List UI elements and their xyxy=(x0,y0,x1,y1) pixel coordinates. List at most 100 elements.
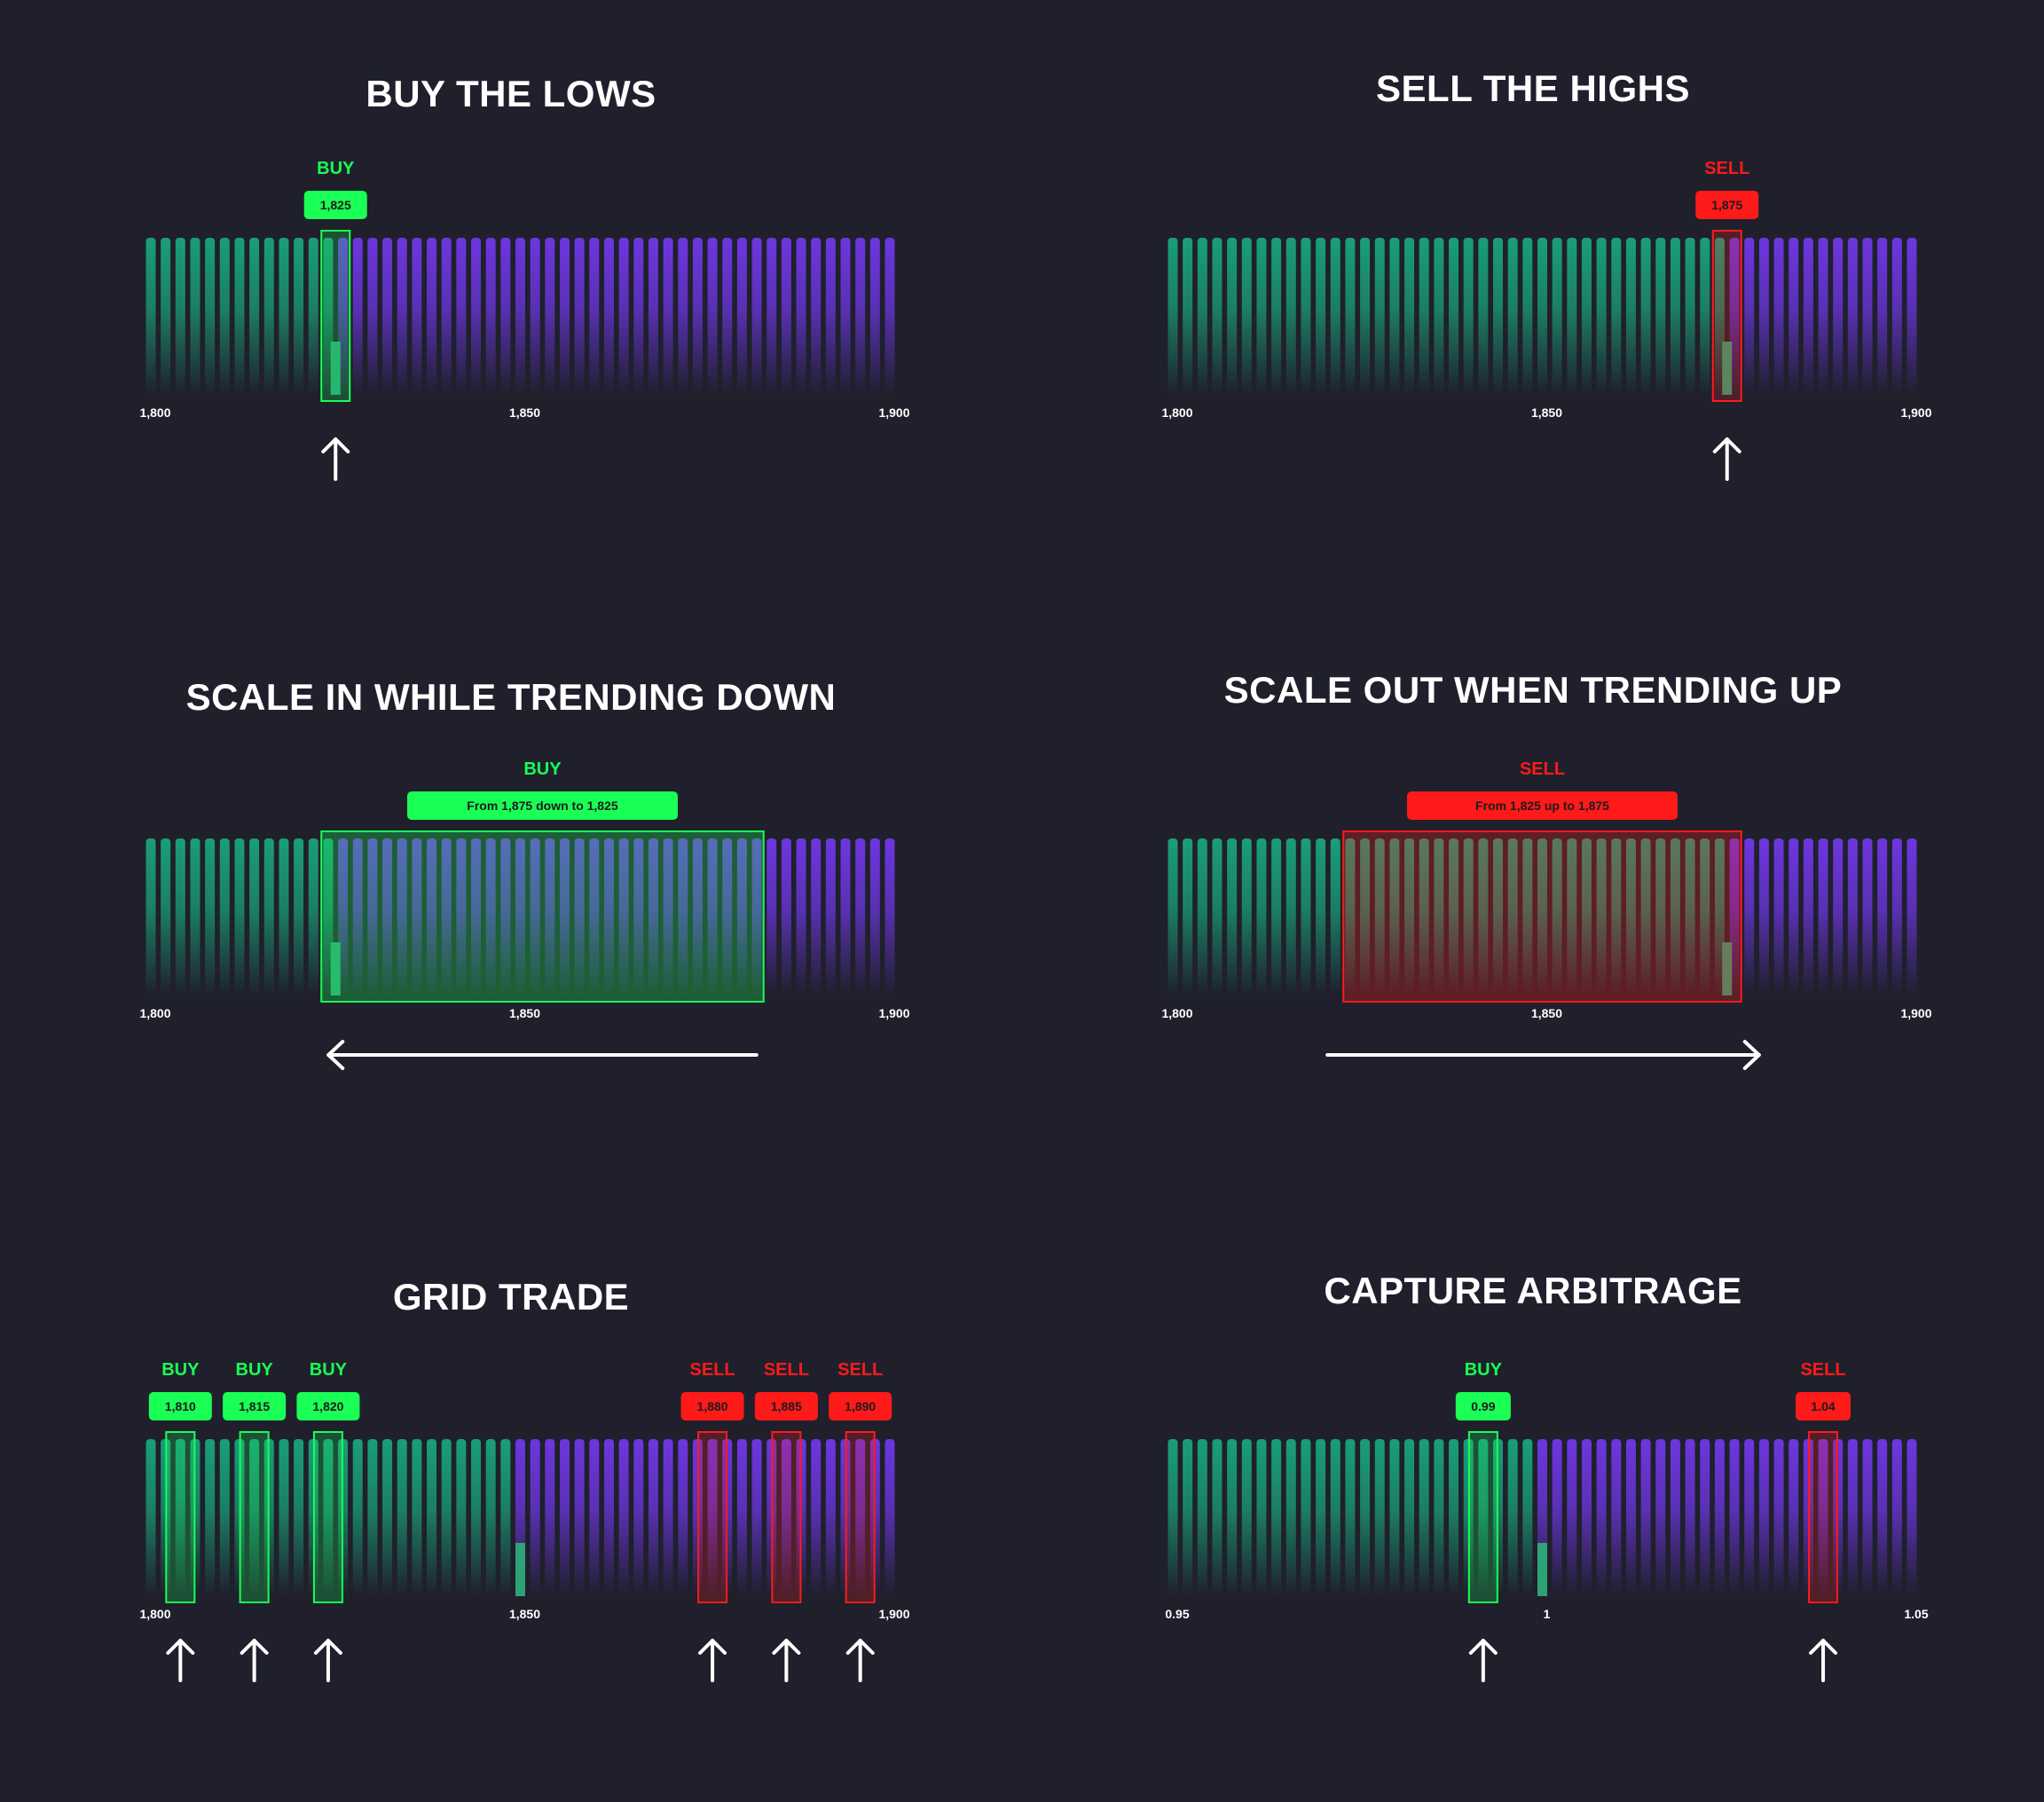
order-price-label: 1,880 xyxy=(697,1399,728,1413)
price-bar xyxy=(869,838,880,995)
price-bar xyxy=(840,838,851,995)
price-bar xyxy=(633,238,644,395)
buy-zone xyxy=(320,230,351,402)
price-bar xyxy=(1374,838,1385,995)
price-bar xyxy=(707,238,718,395)
buy-zone xyxy=(239,1431,270,1603)
price-bar xyxy=(1567,838,1577,995)
price-bar xyxy=(427,838,437,995)
price-bar xyxy=(382,1439,393,1596)
price-bar xyxy=(869,238,880,395)
order-price-label: 1.04 xyxy=(1811,1399,1835,1413)
price-bar xyxy=(1507,838,1518,995)
price-bar xyxy=(766,238,777,395)
price-bar xyxy=(1285,1439,1296,1596)
price-bar xyxy=(515,238,525,395)
price-bar xyxy=(1581,838,1592,995)
price-bar xyxy=(1788,838,1799,995)
price-bar xyxy=(397,238,407,395)
price-bar xyxy=(1197,238,1207,395)
price-bar xyxy=(1625,1439,1636,1596)
sell-label: SELL xyxy=(837,1360,883,1380)
order-price-label: 1,885 xyxy=(771,1399,802,1413)
price-bar xyxy=(1596,838,1607,995)
price-bar xyxy=(471,238,482,395)
price-bar xyxy=(1670,1439,1680,1596)
order-price-label: 1,820 xyxy=(312,1399,343,1413)
price-bar xyxy=(1596,238,1607,395)
price-bar xyxy=(1404,238,1415,395)
price-bar xyxy=(1197,1439,1207,1596)
price-bar xyxy=(1227,238,1238,395)
price-bar xyxy=(205,238,216,395)
price-bar xyxy=(279,238,289,395)
price-bar xyxy=(1729,1439,1740,1596)
x-tick-label: 1 xyxy=(1544,1607,1551,1621)
current-price-marker xyxy=(1722,942,1733,995)
buy-label: BUY xyxy=(523,759,562,779)
price-bar-chart: 1,800 1,850 1,900 From 1,825 up to 1,875 SEL… xyxy=(1161,759,1932,1070)
chart-title: SCALE OUT WHEN TRENDING UP xyxy=(1223,669,1843,711)
current-price-marker xyxy=(1537,1543,1547,1596)
price-bar xyxy=(279,838,289,995)
price-bar xyxy=(1227,838,1238,995)
price-bar xyxy=(1419,238,1429,395)
up-arrow-icon xyxy=(845,1639,875,1682)
sell-label: SELL xyxy=(690,1360,735,1380)
order-price-label: 1,815 xyxy=(239,1399,270,1413)
price-bar xyxy=(603,838,614,995)
price-bar xyxy=(1714,1439,1725,1596)
price-bar xyxy=(323,238,334,395)
price-bar xyxy=(633,838,644,995)
price-bar xyxy=(855,238,866,395)
price-bar xyxy=(1389,1439,1400,1596)
sell-zone xyxy=(1342,830,1742,1003)
price-bar xyxy=(515,838,525,995)
price-bar xyxy=(545,1439,555,1596)
bar-series xyxy=(145,238,895,395)
price-bar xyxy=(678,238,688,395)
price-bar xyxy=(1818,238,1828,395)
price-bar xyxy=(811,838,822,995)
x-tick-label: 1,850 xyxy=(1531,1006,1562,1020)
price-bar xyxy=(1183,1439,1193,1596)
price-bar xyxy=(1714,238,1725,395)
up-arrow-icon xyxy=(698,1639,727,1682)
price-bar xyxy=(456,238,467,395)
price-bar xyxy=(1419,838,1429,995)
price-bar xyxy=(1685,238,1695,395)
price-bar xyxy=(279,1439,289,1596)
price-bar xyxy=(1640,838,1651,995)
price-bar xyxy=(1877,838,1888,995)
price-bar xyxy=(1463,838,1474,995)
chart-title: SELL THE HIGHS xyxy=(1376,67,1690,109)
price-bar xyxy=(427,238,437,395)
price-bar xyxy=(1773,1439,1784,1596)
order-price-label: 0.99 xyxy=(1471,1399,1495,1413)
price-bar xyxy=(1906,238,1917,395)
price-bar xyxy=(825,1439,836,1596)
sell-price-pill xyxy=(1407,791,1678,820)
price-bar xyxy=(1685,1439,1695,1596)
price-bar xyxy=(678,838,688,995)
price-bar xyxy=(1478,238,1489,395)
price-bar xyxy=(825,838,836,995)
panel-capture-arbitrage: CAPTURE ARBITRAGE 0.95 1 1.05 0.99 BUY 1.04 SE… xyxy=(1022,1201,2044,1802)
price-bar xyxy=(190,838,200,995)
buy-label: BUY xyxy=(1465,1360,1503,1380)
sell-label: SELL xyxy=(1800,1360,1845,1380)
buy-zone xyxy=(312,1431,343,1603)
price-bar xyxy=(1729,238,1740,395)
price-bar xyxy=(781,1439,791,1596)
price-bar xyxy=(485,238,496,395)
price-bar xyxy=(1537,238,1547,395)
x-tick-label: 1,900 xyxy=(1900,405,1931,420)
price-bar xyxy=(1758,838,1769,995)
x-tick-label: 1,850 xyxy=(1531,405,1562,420)
sell-zone xyxy=(1711,230,1742,402)
price-bar xyxy=(1906,838,1917,995)
price-bar-chart: 1,800 1,850 1,900 From 1,875 down to 1,825 B… xyxy=(139,759,910,1070)
chart-title: BUY THE LOWS xyxy=(366,73,656,114)
price-bar xyxy=(1862,238,1873,395)
price-bar xyxy=(1301,1439,1311,1596)
